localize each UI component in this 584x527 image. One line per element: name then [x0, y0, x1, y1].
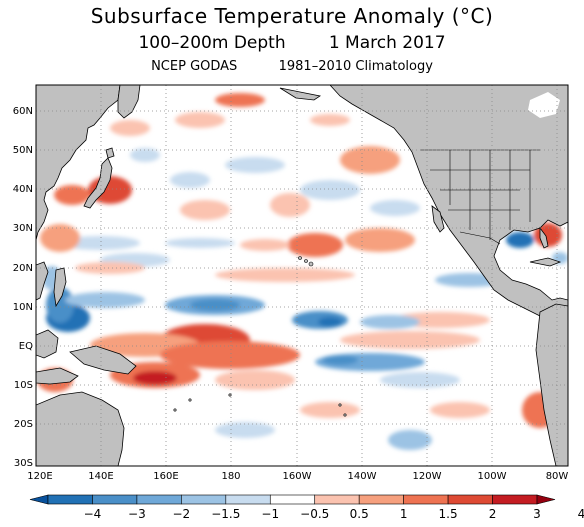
colorbar-segment	[536, 494, 556, 505]
colorbar-label: −1	[261, 507, 279, 521]
colorbar-label: −4	[84, 507, 102, 521]
pacific-islands	[173, 256, 347, 417]
lon-label: 120W	[413, 471, 442, 482]
lat-label: 10N	[13, 302, 33, 313]
lon-label: 80W	[546, 471, 569, 482]
lon-label: 180	[221, 471, 240, 482]
lon-label: 100W	[478, 471, 507, 482]
colorbar-segment	[181, 494, 227, 505]
lat-label: 40N	[13, 184, 33, 195]
colorbar-segment	[136, 494, 182, 505]
lat-label: EQ	[19, 341, 33, 352]
lat-label: 10S	[14, 380, 33, 391]
colorbar-labels: −4 −3 −2 −1.5 −1 −0.5 0.5 1 1.5 2 3 4	[84, 507, 584, 521]
lat-label: 20S	[14, 419, 33, 430]
lon-label: 120E	[27, 471, 52, 482]
colorbar-label: −1.5	[211, 507, 240, 521]
colorbar-segment	[225, 494, 271, 505]
lon-label: 140W	[348, 471, 377, 482]
colorbar-segment	[403, 494, 449, 505]
colorbar-segment	[269, 494, 316, 505]
colorbar-label: −3	[128, 507, 146, 521]
colorbar-label: 3	[533, 507, 541, 521]
anomaly-field	[36, 85, 568, 466]
map-title: Subsurface Temperature Anomaly (°C)	[90, 4, 494, 28]
lat-label: 50N	[13, 145, 33, 156]
colorbar-segments	[29, 494, 556, 505]
lat-label: 60N	[13, 106, 33, 117]
lon-label: 140E	[88, 471, 113, 482]
map-subtitle-depth-date: 100–200m Depth 1 March 2017	[138, 33, 446, 53]
colorbar-label: −0.5	[300, 507, 329, 521]
land-masses	[36, 85, 568, 466]
colorbar-segment	[358, 494, 404, 505]
colorbar-label: 4	[578, 507, 584, 521]
colorbar-segment	[47, 494, 93, 505]
colorbar-label: 0.5	[350, 507, 369, 521]
colorbar-label: 1	[400, 507, 408, 521]
lat-label: 20N	[13, 263, 33, 274]
colorbar-segment	[314, 494, 360, 505]
lat-label: 30S	[14, 458, 33, 469]
colorbar: −4 −3 −2 −1.5 −1 −0.5 0.5 1 1.5 2 3 4	[29, 494, 584, 521]
colorbar-label: 2	[489, 507, 497, 521]
lat-label: 30N	[13, 223, 33, 234]
latitude-axis: 60N 50N 40N 30N 20N 10N EQ 10S 20S 30S	[13, 106, 33, 469]
map-subtitle-source: NCEP GODAS 1981–2010 Climatology	[151, 59, 433, 74]
map-frame	[35, 84, 569, 467]
colorbar-label: 1.5	[439, 507, 458, 521]
colorbar-segment	[447, 494, 493, 505]
colorbar-segment	[92, 494, 138, 505]
map-grid	[36, 85, 568, 466]
lon-label: 160E	[153, 471, 178, 482]
colorbar-segment	[29, 494, 49, 505]
colorbar-label: −2	[173, 507, 191, 521]
lon-label: 160W	[283, 471, 312, 482]
colorbar-segment	[492, 494, 538, 505]
longitude-axis: 120E 140E 160E 180 160W 140W 120W 100W 8…	[27, 471, 568, 482]
